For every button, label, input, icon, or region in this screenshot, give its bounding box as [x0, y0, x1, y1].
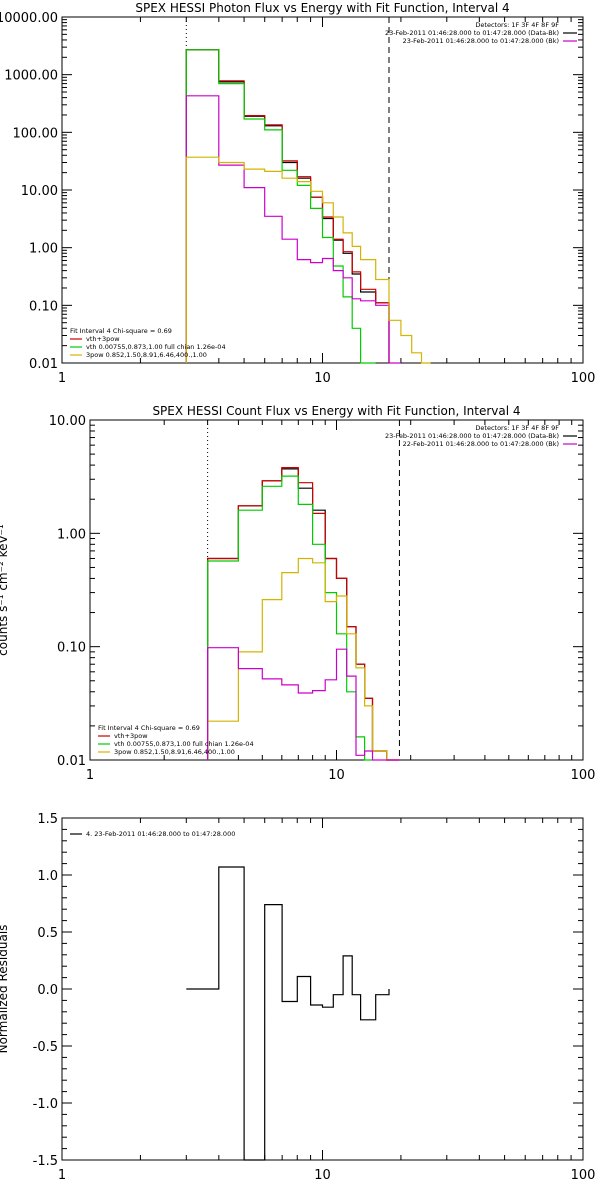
x-tick-label: 10 — [314, 371, 331, 386]
y-axis-label: Normalized Residuals — [0, 925, 10, 1054]
legend-right-entry: 22-Feb-2011 01:46:28.000 to 01:47:28.000… — [403, 440, 559, 448]
y-tick-label: 0.01 — [29, 357, 58, 372]
legend-right-entry: 23-Feb-2011 01:46:28.000 to 01:47:28.000… — [385, 432, 559, 440]
x-tick-label: 10 — [328, 768, 345, 783]
y-tick-label: 1.5 — [37, 812, 58, 827]
series-line-5 — [185, 156, 431, 364]
legend-left-entry: Fit Interval 4 Chi-square = 0.69 — [98, 724, 200, 732]
series-line-2 — [207, 467, 400, 761]
y-tick-label: 1.00 — [57, 527, 86, 542]
y-tick-label: 0.0 — [37, 983, 58, 998]
y-tick-label: 10.00 — [21, 184, 58, 199]
y-tick-label: 100.00 — [13, 126, 59, 141]
legend-left-entry: vth+3pow — [114, 732, 148, 740]
x-tick-label: 100 — [571, 371, 596, 386]
legend-right-entry: 23-Feb-2011 01:46:28.000 to 01:47:28.000… — [385, 29, 559, 37]
series-line-4 — [207, 557, 400, 761]
series-line-1 — [207, 468, 400, 761]
series-line-5 — [207, 647, 400, 761]
series-line-3 — [185, 49, 376, 364]
y-axis-label: counts s⁻¹ cm⁻² keV⁻¹ — [0, 524, 10, 656]
x-tick-label: 100 — [571, 1168, 596, 1183]
y-tick-label: 10000.00 — [0, 11, 58, 26]
y-tick-label: 1000.00 — [4, 69, 58, 84]
legend-left-entry: 4. 23-Feb-2011 01:46:28.000 to 01:47:28.… — [86, 830, 235, 838]
x-tick-label: 1 — [58, 1168, 66, 1183]
chart-title: SPEX HESSI Photon Flux vs Energy with Fi… — [135, 1, 509, 15]
y-tick-label: -1.5 — [33, 1154, 58, 1169]
y-tick-label: 0.01 — [57, 754, 86, 769]
legend-left-entry: 3pow 0.852,1.50,8.91,6.46,400.,1.00 — [86, 351, 207, 359]
legend-left-entry: 3pow 0.852,1.50,8.91,6.46,400.,1.00 — [114, 748, 235, 756]
x-tick-label: 100 — [571, 768, 596, 783]
series-line-1 — [185, 49, 390, 363]
plot-frame — [61, 817, 584, 1161]
legend-left-entry: vth 0.00755,0.873,1.00 full chian 1.26e-… — [114, 740, 254, 748]
chart-title: SPEX HESSI Count Flux vs Energy with Fit… — [152, 404, 520, 418]
chart-1: SPEX HESSI Photon Flux vs Energy with Fi… — [0, 1, 595, 386]
y-tick-label: 1.0 — [37, 869, 58, 884]
series-line-3 — [207, 475, 373, 761]
plot-frame — [61, 16, 584, 364]
y-tick-label: 1.00 — [29, 242, 58, 257]
x-tick-label: 1 — [58, 371, 66, 386]
chart-3: Normalized Residuals 1 10 100 -1.5 -1.0 -0.5 0.… — [0, 812, 595, 1183]
legend-right-entry: 23-Feb-2011 01:46:28.000 to 01:47:28.000… — [403, 37, 559, 45]
y-tick-label: -1.0 — [33, 1097, 58, 1112]
series-line-4 — [185, 95, 401, 364]
chart-2: SPEX HESSI Count Flux vs Energy with Fit… — [0, 404, 595, 783]
y-tick-label: 0.10 — [29, 299, 58, 314]
legend-right-entry: Detectors: 1F 3F 4F 8F 9F — [475, 21, 559, 29]
x-tick-label: 1 — [86, 768, 94, 783]
series-line-2 — [185, 49, 390, 363]
y-tick-label: 0.5 — [37, 926, 58, 941]
legend-left-entry: vth+3pow — [86, 335, 120, 343]
legend-right-entry: Detectors: 1F 3F 4F 8F 9F — [475, 424, 559, 432]
series-line-1 — [186, 866, 390, 1161]
y-tick-label: 0.10 — [57, 641, 86, 656]
x-tick-label: 10 — [314, 1168, 331, 1183]
y-tick-label: 10.00 — [49, 414, 86, 429]
legend-left-entry: vth 0.00755,0.873,1.00 full chian 1.26e-… — [86, 343, 226, 351]
plot-frame — [89, 419, 584, 761]
y-tick-label: -0.5 — [33, 1040, 58, 1055]
legend-left-entry: Fit Interval 4 Chi-square = 0.69 — [70, 327, 172, 335]
